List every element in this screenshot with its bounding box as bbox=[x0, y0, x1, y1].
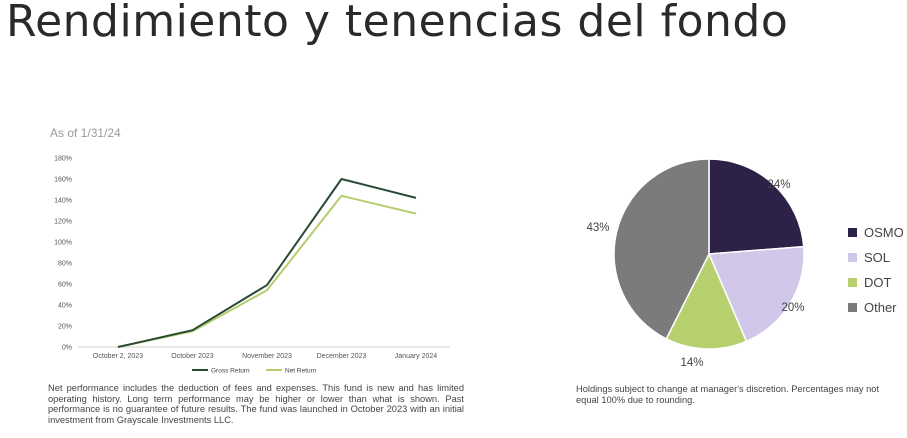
y-tick-label: 20% bbox=[58, 324, 72, 331]
legend-label: OSMO bbox=[864, 225, 904, 240]
y-tick-label: 180% bbox=[54, 156, 72, 163]
pie-slice-other bbox=[613, 158, 710, 340]
legend-label: DOT bbox=[864, 275, 892, 290]
pie-slice-dot bbox=[665, 252, 748, 350]
legend-label: Gross Return bbox=[211, 368, 250, 375]
pie-slice-label: 14% bbox=[680, 357, 703, 369]
legend-item-osmo: OSMO bbox=[848, 220, 904, 245]
pie-slice-sol bbox=[707, 245, 805, 343]
legend-swatch bbox=[848, 303, 857, 312]
series-line-net-return bbox=[117, 194, 417, 348]
y-tick-label: 100% bbox=[54, 240, 72, 247]
y-tick-label: 80% bbox=[58, 261, 72, 268]
legend-label: Net Return bbox=[285, 368, 317, 375]
y-tick-label: 140% bbox=[54, 198, 72, 205]
y-tick-label: 60% bbox=[58, 282, 72, 289]
legend-swatch bbox=[848, 228, 857, 237]
y-tick-label: 0% bbox=[62, 345, 72, 352]
legend-item-other: Other bbox=[848, 295, 904, 320]
legend-label: SOL bbox=[864, 250, 891, 265]
x-tick-label: December 2023 bbox=[317, 353, 367, 360]
pie-slice-osmo bbox=[708, 158, 805, 255]
holdings-pie-chart: 24% 20% 14% 43% bbox=[586, 158, 805, 369]
x-tick-label: November 2023 bbox=[242, 353, 292, 360]
pie-slice-label: 20% bbox=[781, 302, 804, 314]
legend-swatch bbox=[848, 278, 857, 287]
pie-slice-label: 24% bbox=[767, 179, 790, 191]
holdings-legend: OSMO SOL DOT Other bbox=[848, 220, 904, 320]
pie-slice-label: 43% bbox=[586, 222, 609, 234]
legend-swatch bbox=[848, 253, 857, 262]
as-of-date: As of 1/31/24 bbox=[50, 126, 121, 140]
x-tick-label: October 2023 bbox=[171, 353, 214, 360]
y-tick-label: 40% bbox=[58, 303, 72, 310]
performance-line-chart: 0% 20% 40% 60% 80% 100% 120% 140% 160% 180% Octobe… bbox=[54, 156, 450, 375]
series-line-gross-return bbox=[117, 178, 417, 348]
y-tick-label: 160% bbox=[54, 177, 72, 184]
legend-item-sol: SOL bbox=[848, 245, 904, 270]
x-tick-label: January 2024 bbox=[395, 353, 438, 360]
performance-disclaimer: Net performance includes the deduction o… bbox=[48, 383, 464, 425]
y-tick-label: 120% bbox=[54, 219, 72, 226]
legend-label: Other bbox=[864, 300, 897, 315]
page-title: Rendimiento y tenencias del fondo bbox=[6, 0, 789, 47]
holdings-disclaimer: Holdings subject to change at manager's … bbox=[576, 384, 880, 405]
x-tick-label: October 2, 2023 bbox=[93, 353, 143, 360]
legend-item-dot: DOT bbox=[848, 270, 904, 295]
